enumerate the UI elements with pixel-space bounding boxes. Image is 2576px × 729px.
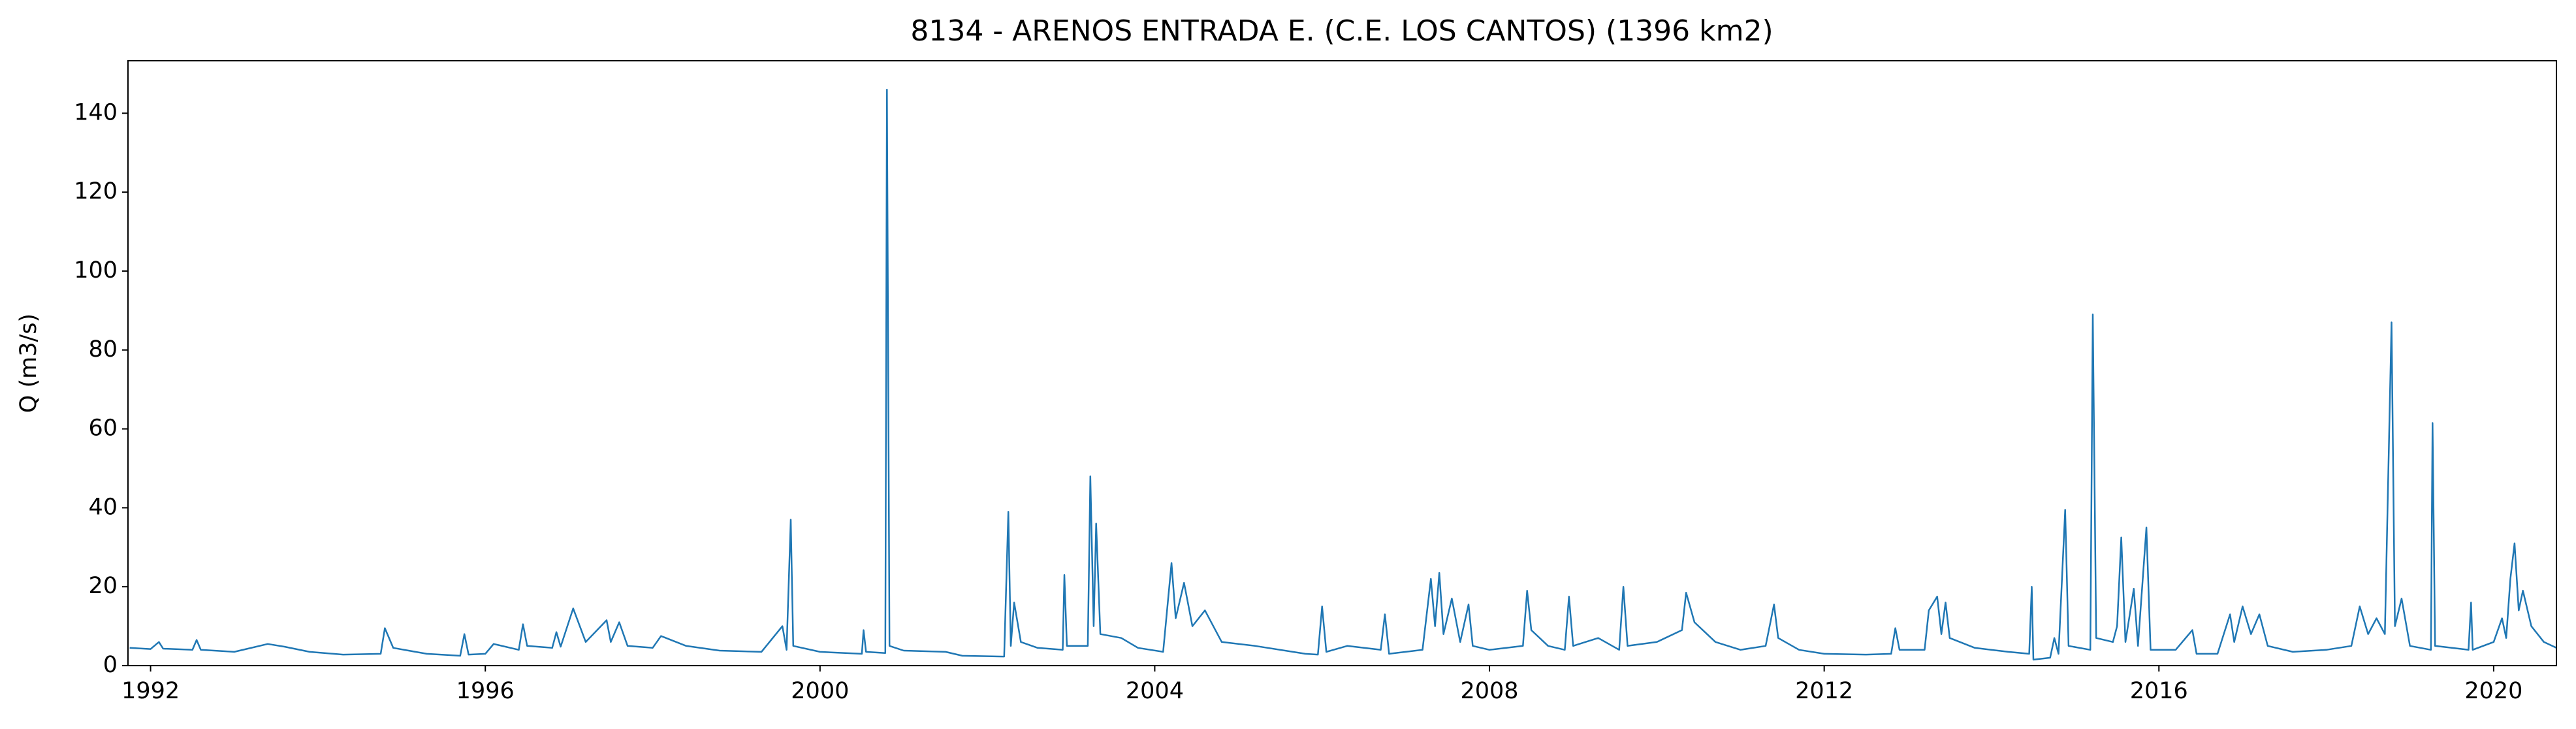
plot-area <box>129 88 2557 661</box>
x-tick-label: 2008 <box>1461 678 1519 704</box>
x-tick-label: 2012 <box>1795 678 1853 704</box>
chart-title: 8134 - ARENOS ENTRADA E. (C.E. LOS CANTO… <box>910 14 1773 48</box>
y-tick-label: 60 <box>88 415 118 442</box>
y-tick-label: 140 <box>74 99 118 125</box>
x-tick-label: 1992 <box>121 678 180 704</box>
data-line <box>129 88 2557 661</box>
y-tick-label: 80 <box>88 336 118 363</box>
y-tick-label: 40 <box>88 494 118 520</box>
x-tick-label: 2016 <box>2130 678 2188 704</box>
x-tick-label: 1996 <box>456 678 515 704</box>
y-tick-label: 0 <box>103 652 118 678</box>
x-tick-label: 2004 <box>1126 678 1184 704</box>
y-tick-label: 20 <box>88 573 118 599</box>
y-axis-label: Q (m3/s) <box>16 314 42 413</box>
y-tick-label: 100 <box>74 257 118 284</box>
y-tick-label: 120 <box>74 178 118 204</box>
plot-frame <box>127 60 2557 666</box>
x-tick-label: 2020 <box>2464 678 2522 704</box>
x-tick-label: 2000 <box>791 678 849 704</box>
